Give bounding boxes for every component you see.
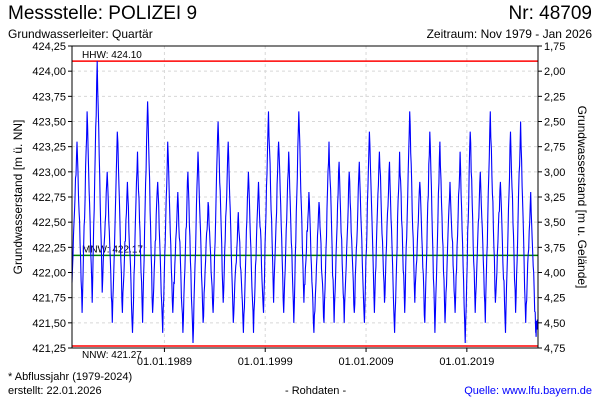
x-tick-label: 01.01.2009 <box>339 356 394 368</box>
footnote: * Abflussjahr (1979-2024) <box>8 371 133 383</box>
y-tick-label-right: 2,50 <box>544 117 565 129</box>
y-tick-label-right: 1,75 <box>544 41 565 53</box>
y-tick-label-left: 423,50 <box>32 117 66 129</box>
station-number: Nr: 48709 <box>508 3 592 24</box>
y-tick-label-right: 2,75 <box>544 142 565 154</box>
series-line <box>71 61 538 344</box>
y-tick-label-right: 4,25 <box>544 293 565 305</box>
y-tick-label-left: 423,25 <box>32 142 66 154</box>
left-axis-ticks: 424,25 424,00 423,75 423,50 423,25 423,00 422,… <box>32 41 72 355</box>
y-tick-label-left: 423,00 <box>32 167 66 179</box>
y-tick-label-left: 421,25 <box>32 343 66 355</box>
y-tick-label-left: 421,75 <box>32 293 66 305</box>
y-tick-label-left: 421,50 <box>32 318 66 330</box>
x-tick-label: 01.01.2019 <box>439 356 494 368</box>
y-tick-label-right: 3,75 <box>544 242 565 254</box>
created-date: erstellt: 22.01.2026 <box>8 385 102 397</box>
source-link[interactable]: Quelle: www.lfu.bayern.de <box>464 385 592 397</box>
x-tick-label: 01.01.1999 <box>238 356 293 368</box>
y-tick-label-right: 4,50 <box>544 318 565 330</box>
x-tick-label: 01.01.1989 <box>137 356 192 368</box>
y-axis-label-right: Grundwasserstand [m u. Gelände] <box>575 106 589 289</box>
y-tick-label-right: 2,25 <box>544 91 565 103</box>
reference-lines: HHW: 424.10 MNW: 422.17 NNW: 421.27 <box>72 50 538 361</box>
y-tick-label-left: 422,75 <box>32 192 66 204</box>
reference-label-max: HHW: 424.10 <box>82 50 142 61</box>
reference-label-min: NNW: 421.27 <box>82 350 142 361</box>
x-axis-ticks: 01.01.1989 01.01.1999 01.01.2009 01.01.2019 <box>137 348 494 368</box>
grid <box>72 45 538 349</box>
page-title: Messstelle: POLIZEI 9 <box>8 3 198 24</box>
y-tick-label-left: 424,00 <box>32 66 66 78</box>
y-tick-label-right: 3,25 <box>544 192 565 204</box>
y-tick-label-right: 4,00 <box>544 268 565 280</box>
y-tick-label-left: 422,25 <box>32 242 66 254</box>
raw-data-label: - Rohdaten - <box>285 385 347 397</box>
y-tick-label-right: 3,00 <box>544 167 565 179</box>
y-tick-label-right: 2,00 <box>544 66 565 78</box>
reference-label-mean: MNW: 422.17 <box>82 244 143 255</box>
period-label: Zeitraum: Nov 1979 - Jan 2026 <box>426 27 592 41</box>
y-tick-label-right: 3,50 <box>544 217 565 229</box>
y-tick-label-left: 422,00 <box>32 268 66 280</box>
y-tick-label-right: 4,75 <box>544 343 565 355</box>
y-tick-label-left: 422,50 <box>32 217 66 229</box>
aquifer-label: Grundwasserleiter: Quartär <box>8 27 153 41</box>
y-axis-label-left: Grundwasserstand [m ü. NN] <box>11 120 25 275</box>
right-axis-ticks: 1,75 2,00 2,25 2,50 2,75 3,00 3,25 3,50 3,75 4,00… <box>538 41 565 355</box>
y-tick-label-left: 424,25 <box>32 41 66 53</box>
y-tick-label-left: 423,75 <box>32 91 66 103</box>
